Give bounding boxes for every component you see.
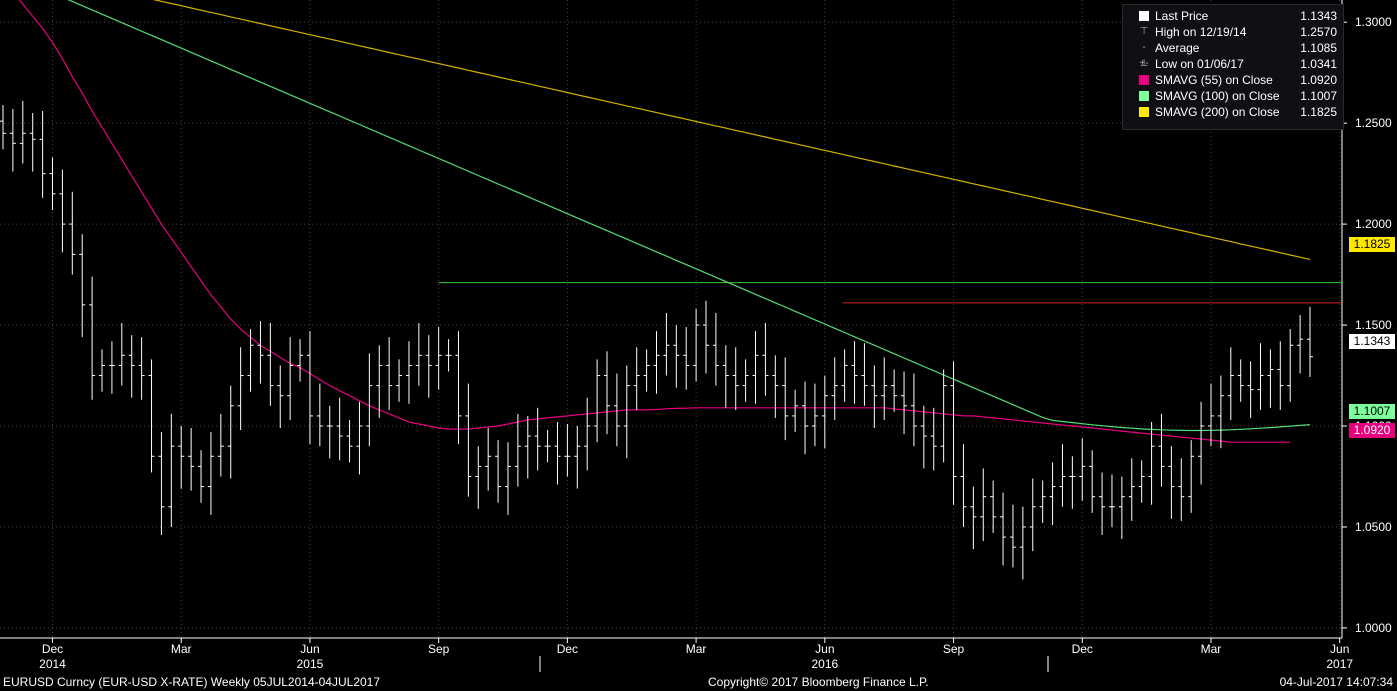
x-tick-label-month: Mar bbox=[686, 642, 707, 656]
x-tick-label-month: Dec bbox=[42, 642, 63, 656]
legend-marker-sma100 bbox=[1139, 91, 1149, 101]
legend-item-sma200: SMAVG (200) on Close 1.1825 bbox=[1123, 104, 1343, 120]
x-tick-label-month: Mar bbox=[1201, 642, 1222, 656]
legend-label: Last Price bbox=[1155, 9, 1209, 23]
x-tick-label-month: Jun bbox=[815, 642, 834, 656]
y-tick-label: 1.2000 bbox=[1355, 217, 1392, 231]
legend-value: 1.0920 bbox=[1300, 73, 1337, 87]
sma55-line bbox=[18, 0, 1291, 443]
average-marker-icon: -+- bbox=[1139, 42, 1149, 69]
low-marker-icon: ⊥ bbox=[1139, 58, 1149, 69]
badge-last-price: 1.1343 bbox=[1349, 334, 1395, 349]
x-tick-label-year: 2014 bbox=[39, 657, 66, 671]
badge-sma100: 1.1007 bbox=[1349, 404, 1395, 419]
legend-label: SMAVG (100) on Close bbox=[1155, 89, 1280, 103]
x-tick-label-month: Jun bbox=[1330, 642, 1349, 656]
legend-value: 1.1007 bbox=[1300, 89, 1337, 103]
sma200-line bbox=[152, 0, 1311, 260]
sma100-line bbox=[67, 0, 1311, 432]
x-tick-label-month: Mar bbox=[171, 642, 192, 656]
legend-marker-sma55 bbox=[1139, 75, 1149, 85]
legend-item-average: -+- Average 1.1085 bbox=[1123, 40, 1343, 69]
legend-item-low: ⊥ Low on 01/06/17 1.0341 bbox=[1123, 56, 1343, 72]
badge-sma55: 1.0920 bbox=[1349, 423, 1395, 438]
high-marker-icon: ⊤ bbox=[1139, 26, 1149, 37]
legend-item-sma55: SMAVG (55) on Close 1.0920 bbox=[1123, 72, 1343, 88]
legend-label: SMAVG (55) on Close bbox=[1155, 73, 1273, 87]
legend-marker-sma200 bbox=[1139, 107, 1149, 117]
legend-marker-last-price bbox=[1139, 11, 1149, 21]
y-tick-label: 1.3000 bbox=[1355, 15, 1392, 29]
legend-value: 1.1825 bbox=[1300, 105, 1337, 119]
legend-label: High on 12/19/14 bbox=[1155, 25, 1247, 39]
legend-label: SMAVG (200) on Close bbox=[1155, 105, 1280, 119]
legend-item-high: ⊤ High on 12/19/14 1.2570 bbox=[1123, 24, 1343, 40]
x-tick-label-month: Dec bbox=[557, 642, 578, 656]
footer-copyright: Copyright© 2017 Bloomberg Finance L.P. bbox=[708, 675, 929, 689]
x-tick-label-month: Sep bbox=[428, 642, 450, 656]
y-tick-label: 1.2500 bbox=[1355, 116, 1392, 130]
x-tick-label-month: Sep bbox=[943, 642, 965, 656]
legend: Last Price 1.1343 ⊤ High on 12/19/14 1.2… bbox=[1122, 4, 1344, 130]
legend-label: Average bbox=[1155, 41, 1200, 55]
legend-value: 1.1085 bbox=[1300, 41, 1337, 55]
y-tick-label: 1.1500 bbox=[1355, 318, 1392, 332]
y-tick-label: 1.0500 bbox=[1355, 520, 1392, 534]
footer-timestamp: 04-Jul-2017 14:07:34 bbox=[1279, 675, 1393, 689]
legend-value: 1.1343 bbox=[1300, 9, 1337, 23]
footer-ticker: EURUSD Curncy (EUR-USD X-RATE) Weekly 05… bbox=[3, 675, 381, 689]
x-tick-label-year: 2015 bbox=[297, 657, 324, 671]
legend-value: 1.2570 bbox=[1300, 25, 1337, 39]
x-tick-label-year: 2016 bbox=[811, 657, 838, 671]
x-tick-label-year: 2017 bbox=[1326, 657, 1353, 671]
x-tick-label-month: Jun bbox=[300, 642, 319, 656]
badge-sma200: 1.1825 bbox=[1349, 237, 1395, 252]
y-tick-label: 1.0000 bbox=[1355, 621, 1392, 635]
x-tick-label-month: Dec bbox=[1072, 642, 1093, 656]
legend-value: 1.0341 bbox=[1300, 57, 1337, 71]
legend-item-last-price: Last Price 1.1343 bbox=[1123, 8, 1343, 24]
legend-item-sma100: SMAVG (100) on Close 1.1007 bbox=[1123, 88, 1343, 104]
legend-label: Low on 01/06/17 bbox=[1155, 57, 1244, 71]
